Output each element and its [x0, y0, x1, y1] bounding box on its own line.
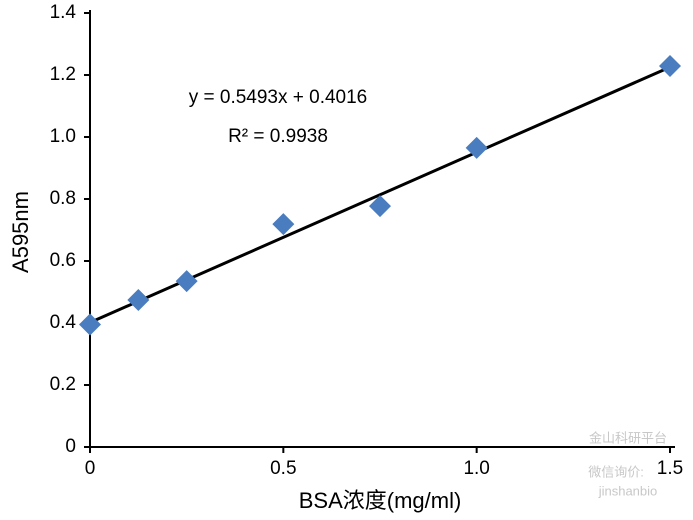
watermark: 金山科研平台 — [589, 430, 667, 445]
x-tick-label: 1.5 — [657, 458, 683, 479]
x-tick-label: 0 — [85, 458, 96, 479]
y-tick-label: 1.2 — [50, 64, 76, 85]
data-point — [659, 55, 681, 78]
y-tick-label: 1.4 — [50, 2, 77, 23]
y-tick-label: 0.8 — [50, 188, 76, 209]
watermark: 微信询价: — [588, 464, 644, 479]
data-point — [272, 213, 295, 236]
data-point — [465, 136, 488, 159]
data-point — [175, 270, 198, 293]
data-point — [369, 195, 391, 218]
y-tick-label: 0 — [65, 436, 76, 457]
y-axis-title: A595nm — [8, 191, 33, 273]
y-tick-label: 1.0 — [50, 126, 76, 147]
trendline — [89, 65, 671, 324]
x-tick-label: 0.5 — [270, 458, 296, 479]
watermark: jinshanbio — [598, 483, 658, 498]
y-tick-label: 0.6 — [50, 250, 76, 271]
x-axis-title: BSA浓度(mg/ml) — [299, 488, 462, 513]
data-point — [79, 313, 101, 336]
x-tick-label: 1.0 — [463, 458, 489, 479]
y-tick-label: 0.4 — [50, 312, 77, 333]
data-point — [127, 289, 150, 312]
y-tick-label: 0.2 — [50, 374, 76, 395]
r2-label: R² = 0.9938 — [228, 126, 328, 147]
equation-label: y = 0.5493x + 0.4016 — [189, 87, 368, 108]
